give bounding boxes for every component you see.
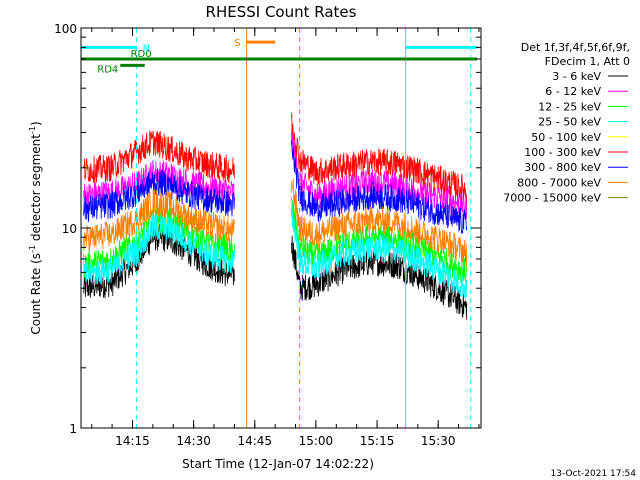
legend-label-0: 3 - 6 keV	[552, 70, 601, 83]
legend-label-6: 300 - 800 keV	[524, 161, 601, 174]
flag-label-3: S	[234, 38, 240, 49]
y-axis-label-sup2: -1	[28, 126, 37, 134]
flag-label-1: RD0	[131, 49, 152, 60]
legend-label-1: 6 - 12 keV	[545, 85, 601, 98]
series-line-7-0	[83, 189, 235, 252]
legend-label-2: 12 - 25 keV	[538, 100, 601, 113]
series-line-7-1	[291, 178, 468, 267]
marker-layer	[136, 28, 472, 428]
series-line-5-0	[83, 130, 235, 184]
series-layer	[83, 112, 468, 320]
series-line-3-1	[291, 201, 468, 299]
series-line-6-1	[291, 140, 468, 234]
y-tick-label-1: 10	[62, 222, 77, 236]
legend-label-8: 7000 - 15000 keV	[503, 192, 601, 205]
series-line-3-0	[83, 214, 235, 287]
footer-timestamp: 13-Oct-2021 17:54	[551, 469, 637, 479]
y-axis-ticks: 1 10 100	[54, 22, 481, 436]
y-axis-label-sup1: -1	[28, 245, 37, 253]
series-line-5-1	[291, 112, 468, 203]
y-tick-label-2: 100	[54, 22, 77, 36]
flag-label-2: RD4	[97, 64, 118, 75]
legend-label-5: 100 - 300 keV	[524, 146, 601, 159]
y-axis-label-c: )	[29, 121, 43, 126]
y-axis-label-b: detector segment	[29, 134, 43, 245]
chart-title: RHESSI Count Rates	[206, 3, 357, 21]
legend: Det 1f,3f,4f,5f,6f,9f,FDecim 1, Att 0 3 -…	[503, 41, 630, 205]
x-tick-label-0: 14:15	[115, 434, 150, 448]
legend-label-4: 50 - 100 keV	[531, 131, 601, 144]
legend-header-0: Det 1f,3f,4f,5f,6f,9f,	[521, 41, 630, 54]
x-axis-label: Start Time (12-Jan-07 14:02:22)	[182, 457, 374, 471]
x-tick-label-4: 15:15	[360, 434, 395, 448]
y-axis-label: Count Rate (s-1 detector segment-1)	[28, 121, 43, 334]
legend-header-1: FDecim 1, Att 0	[545, 55, 630, 68]
x-tick-label-2: 14:45	[237, 434, 272, 448]
flag-label-0: N	[143, 43, 150, 54]
series-line-1-0	[83, 159, 235, 209]
series-line-6-0	[83, 168, 235, 223]
x-tick-label-3: 15:00	[299, 434, 334, 448]
y-axis-label-a: Count Rate (s	[29, 253, 43, 335]
x-axis-ticks: 14:15 14:30 14:45 15:00 15:15 15:30	[91, 28, 480, 448]
legend-label-7: 800 - 7000 keV	[517, 176, 601, 189]
series-line-1-1	[291, 128, 468, 219]
series-line-0-1	[291, 235, 468, 320]
legend-label-3: 25 - 50 keV	[538, 116, 601, 129]
x-tick-label-1: 14:30	[176, 434, 211, 448]
x-tick-label-5: 15:30	[421, 434, 456, 448]
y-tick-label-0: 1	[69, 422, 77, 436]
